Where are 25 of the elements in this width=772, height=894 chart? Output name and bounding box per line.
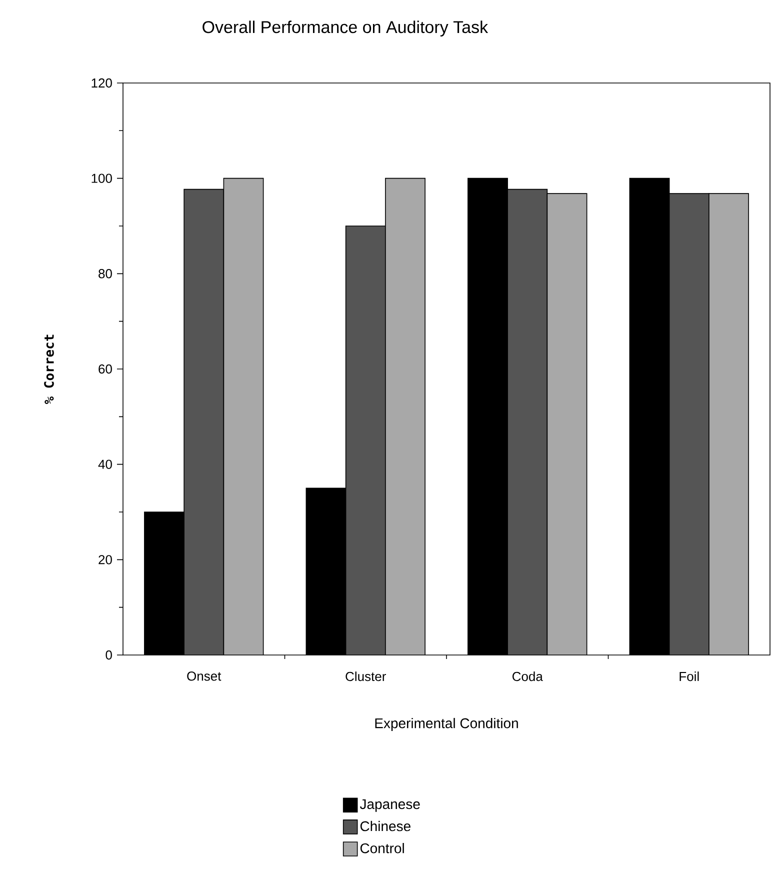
y-tick-label: 40 (98, 460, 112, 469)
bar (223, 178, 264, 655)
y-tick-label: 20 (98, 555, 112, 564)
x-axis-title: Experimental Condition (375, 718, 518, 731)
x-tick-label: Cluster (346, 672, 386, 682)
x-tick-label: Foil (680, 672, 699, 682)
x-tick-label: Onset (187, 672, 222, 681)
y-tick-label: 100 (92, 174, 112, 183)
y-tick-label: 0 (106, 650, 112, 660)
y-tick-label: 60 (98, 364, 112, 374)
bar (708, 193, 749, 655)
legend-label: Chinese (360, 820, 410, 832)
bar (547, 194, 587, 655)
x-tick-label: Coda (512, 672, 543, 682)
bar (385, 178, 426, 655)
y-tick-label: 80 (98, 269, 112, 278)
bar (668, 193, 710, 655)
bar (508, 189, 548, 655)
legend-label: Control (360, 842, 404, 854)
y-tick-label: 120 (92, 78, 112, 88)
bar (345, 226, 386, 655)
bar (184, 188, 224, 655)
legend-label: Japanese (360, 799, 420, 812)
chart-title: Overall Performance on Auditory Task (202, 20, 488, 36)
y-axis-title: % Correct (44, 334, 54, 404)
